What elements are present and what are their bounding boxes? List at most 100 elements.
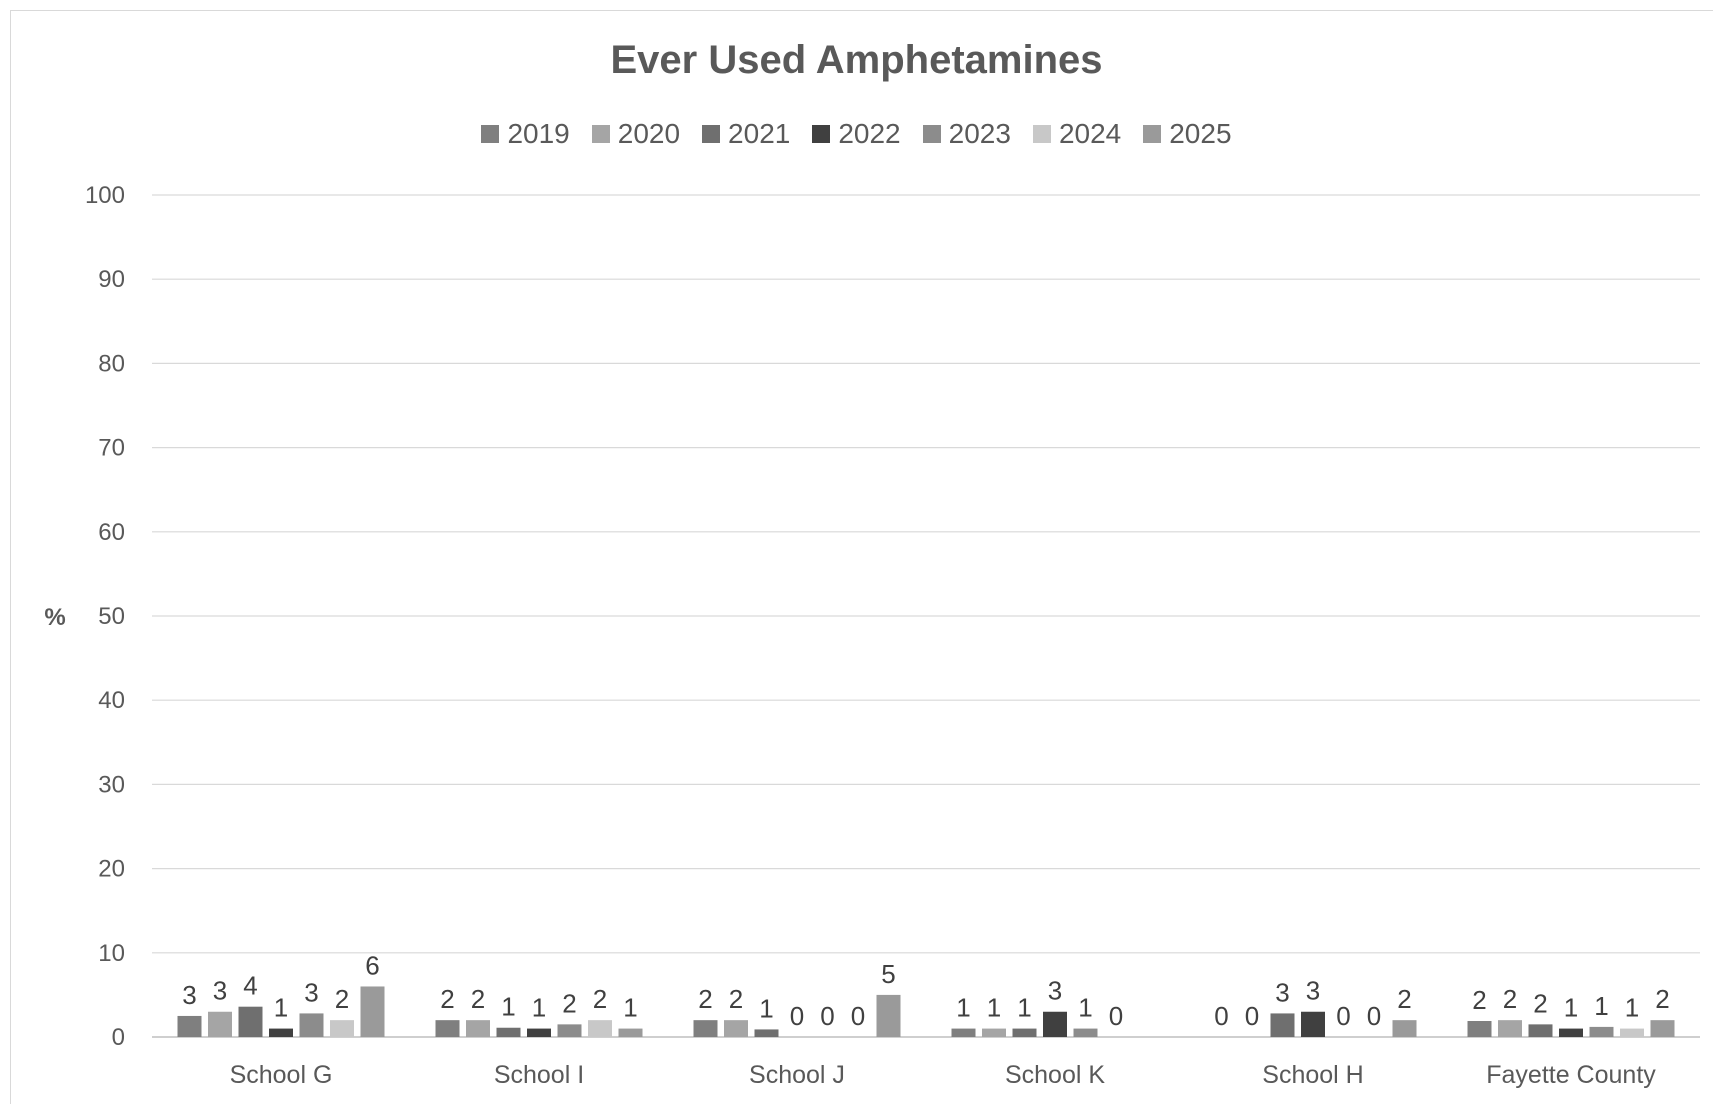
bar [527, 1028, 551, 1037]
data-label: 0 [1367, 1001, 1381, 1031]
data-label: 1 [987, 993, 1001, 1023]
data-label: 5 [881, 959, 895, 989]
bar [754, 1029, 779, 1037]
y-tick-label: 80 [98, 350, 125, 377]
chart-title: Ever Used Amphetamines [610, 38, 1103, 82]
data-label: 1 [1625, 993, 1639, 1023]
data-label: 1 [1564, 993, 1578, 1023]
y-axis-label: % [44, 604, 65, 631]
bar [1620, 1028, 1644, 1037]
bar [1012, 1028, 1037, 1037]
y-tick-label: 50 [98, 603, 125, 630]
data-label: 1 [274, 993, 288, 1023]
data-label: 1 [759, 993, 773, 1023]
bar [1270, 1013, 1295, 1037]
y-tick-label: 70 [98, 435, 125, 462]
legend-item: 2020 [591, 118, 680, 150]
data-label: 0 [1336, 1001, 1350, 1031]
legend-item: 2019 [481, 118, 570, 150]
data-label: 2 [335, 984, 349, 1014]
bar [1043, 1011, 1067, 1037]
y-tick-label: 100 [85, 182, 125, 209]
data-label: 2 [1503, 984, 1517, 1014]
bar [330, 1020, 354, 1037]
legend-swatch [922, 125, 941, 143]
y-tick-label: 40 [98, 687, 125, 714]
bar [360, 986, 385, 1037]
bar [1073, 1028, 1098, 1037]
data-label: 3 [182, 980, 196, 1010]
data-label: 2 [440, 984, 454, 1014]
data-label: 2 [1533, 988, 1547, 1018]
legend-swatch [591, 125, 610, 143]
x-tick-label: Fayette County [1486, 1061, 1656, 1089]
legend-label: 2022 [838, 118, 901, 149]
data-label: 1 [532, 993, 546, 1023]
bar [208, 1011, 232, 1037]
legend-item: 2022 [812, 118, 901, 150]
data-label: 3 [1048, 976, 1062, 1006]
data-label: 2 [1655, 984, 1669, 1014]
data-label: 2 [1397, 984, 1411, 1014]
x-tick-label: School I [494, 1061, 584, 1089]
data-label: 3 [304, 977, 318, 1007]
data-label: 0 [790, 1001, 804, 1031]
bar [1559, 1028, 1583, 1037]
chart-frame [10, 10, 1713, 1104]
data-label: 4 [243, 971, 257, 1001]
legend: 2019 2020 2021 2022 2023 2024 2025 [0, 118, 1713, 150]
x-tick-label: School K [1005, 1061, 1105, 1089]
legend-item: 2024 [1032, 118, 1121, 150]
data-label: 3 [1275, 977, 1289, 1007]
bar [1589, 1026, 1614, 1037]
data-label: 2 [562, 988, 576, 1018]
bar [693, 1020, 718, 1037]
data-label: 1 [623, 993, 637, 1023]
legend-item: 2021 [702, 118, 790, 150]
data-label: 1 [501, 992, 515, 1022]
y-tick-label: 60 [98, 519, 125, 546]
data-label: 2 [698, 984, 712, 1014]
y-tick-label: 20 [98, 856, 125, 883]
data-label: 3 [1306, 976, 1320, 1006]
bar [299, 1013, 324, 1037]
bar [1467, 1021, 1492, 1037]
bar [982, 1028, 1006, 1037]
bar [238, 1006, 263, 1037]
bar [1301, 1011, 1325, 1037]
data-label: 0 [820, 1001, 834, 1031]
bar [466, 1020, 490, 1037]
legend-swatch [1032, 125, 1051, 143]
bar [269, 1028, 293, 1037]
data-label: 0 [1214, 1001, 1228, 1031]
legend-label: 2019 [507, 118, 570, 149]
bar [1392, 1020, 1417, 1037]
data-label: 6 [365, 950, 379, 980]
data-label: 1 [1078, 993, 1092, 1023]
y-tick-label: 90 [98, 266, 125, 293]
legend-swatch [481, 125, 500, 143]
data-label: 0 [1109, 1001, 1123, 1031]
legend-swatch [812, 125, 831, 143]
bar [435, 1020, 460, 1037]
bar [724, 1020, 748, 1037]
data-label: 1 [1017, 993, 1031, 1023]
bar [1650, 1020, 1675, 1037]
data-label: 0 [851, 1001, 865, 1031]
bar [876, 994, 901, 1037]
bar [177, 1015, 202, 1037]
data-label: 0 [1245, 1001, 1259, 1031]
legend-label: 2021 [728, 118, 791, 149]
bar [1498, 1020, 1522, 1037]
bar [557, 1024, 582, 1037]
legend-item: 2023 [922, 118, 1011, 150]
data-label: 1 [956, 993, 970, 1023]
data-label: 2 [593, 984, 607, 1014]
x-tick-label: School J [749, 1061, 845, 1089]
legend-label: 2023 [948, 118, 1011, 149]
x-tick-label: School H [1262, 1061, 1363, 1089]
data-label: 3 [213, 976, 227, 1006]
legend-label: 2025 [1169, 118, 1232, 149]
y-tick-label: 30 [98, 771, 125, 798]
